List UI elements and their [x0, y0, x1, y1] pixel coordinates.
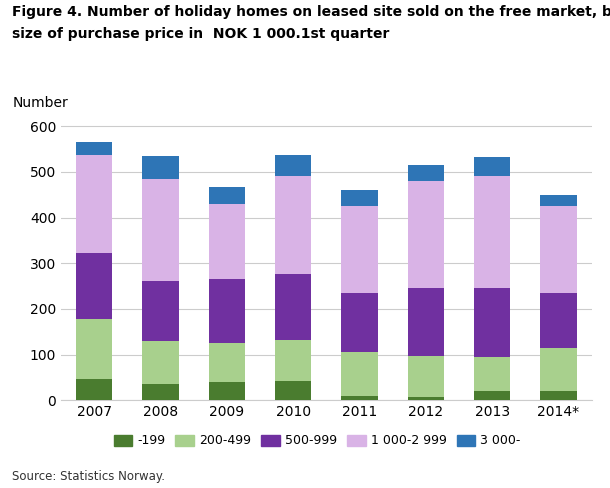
Bar — [209, 187, 245, 204]
Bar — [474, 177, 511, 288]
Bar — [341, 396, 378, 400]
Bar — [209, 382, 245, 400]
Bar — [474, 288, 511, 357]
Bar — [341, 352, 378, 396]
Bar — [142, 156, 179, 179]
Text: Figure 4. Number of holiday homes on leased site sold on the free market, by: Figure 4. Number of holiday homes on lea… — [12, 5, 610, 19]
Bar — [341, 190, 378, 206]
Bar — [540, 293, 577, 347]
Bar — [407, 181, 444, 288]
Text: Number: Number — [12, 96, 68, 110]
Bar — [474, 357, 511, 391]
Bar — [76, 379, 112, 400]
Bar — [142, 384, 179, 400]
Bar — [540, 206, 577, 293]
Bar — [474, 391, 511, 400]
Bar — [275, 381, 312, 400]
Bar — [474, 157, 511, 177]
Bar — [209, 204, 245, 279]
Bar — [407, 397, 444, 400]
Legend: -199, 200-499, 500-999, 1 000-2 999, 3 000-: -199, 200-499, 500-999, 1 000-2 999, 3 0… — [109, 429, 526, 452]
Bar — [76, 142, 112, 155]
Bar — [76, 253, 112, 319]
Bar — [209, 279, 245, 343]
Bar — [275, 340, 312, 381]
Bar — [142, 341, 179, 384]
Bar — [341, 206, 378, 293]
Text: size of purchase price in  NOK 1 000.1st quarter: size of purchase price in NOK 1 000.1st … — [12, 27, 390, 41]
Bar — [540, 195, 577, 206]
Bar — [275, 176, 312, 274]
Bar — [540, 347, 577, 391]
Bar — [407, 288, 444, 356]
Bar — [76, 155, 112, 253]
Bar — [142, 179, 179, 282]
Bar — [275, 274, 312, 340]
Bar — [275, 155, 312, 176]
Bar — [142, 282, 179, 341]
Bar — [407, 356, 444, 397]
Bar — [341, 293, 378, 352]
Bar — [407, 164, 444, 181]
Bar — [76, 319, 112, 379]
Bar — [540, 391, 577, 400]
Bar — [209, 343, 245, 382]
Text: Source: Statistics Norway.: Source: Statistics Norway. — [12, 470, 165, 483]
